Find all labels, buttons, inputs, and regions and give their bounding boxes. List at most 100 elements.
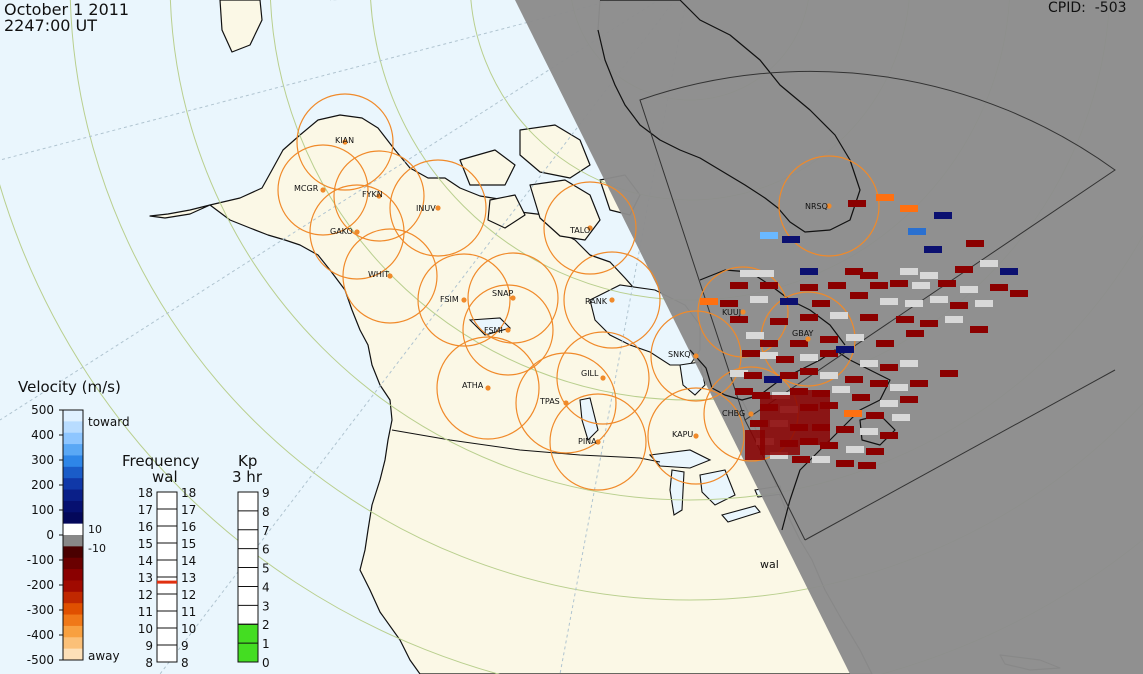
velocity-cell — [880, 364, 898, 371]
velocity-cell — [850, 292, 868, 299]
kp-tick-label: 7 — [262, 524, 270, 538]
velocity-cell — [920, 320, 938, 327]
station-marker-gbay — [805, 336, 811, 342]
time-label: 2247:00 UT — [4, 16, 98, 35]
velocity-cell — [820, 336, 838, 343]
station-label-kapu: KAPU — [672, 430, 693, 439]
frequency-left-label: 8 — [145, 656, 153, 670]
velocity-cell — [790, 340, 808, 347]
kp-title: Kp — [238, 452, 257, 470]
kp-scale: Kp 3 hr 9 8 7 6 5 4 3 2 1 0 — [232, 452, 270, 670]
lake-winnipeg — [579, 397, 599, 442]
velocity-cell — [938, 280, 956, 287]
velocity-cell — [896, 316, 914, 323]
velocity-cell — [700, 298, 718, 305]
velocity-cell — [845, 268, 863, 275]
station-label-chbg: CHBG — [722, 409, 745, 418]
velocity-cell — [900, 360, 918, 367]
velocity-cell — [744, 372, 762, 379]
fov-circle-rank — [563, 251, 661, 349]
station-markers: KIAN MCGR FYKN INUV GAKO WHIT FSIM SNAP FSMI RANK… — [294, 136, 832, 446]
velocity-tick-label: 300 — [31, 453, 54, 467]
station-label-tpas: TPAS — [539, 397, 560, 406]
fov-circle-snkq — [650, 310, 742, 402]
velocity-cell — [848, 200, 866, 207]
velocity-cell — [860, 314, 878, 321]
velocity-cell — [866, 412, 884, 419]
station-label-snap: SNAP — [492, 289, 514, 298]
velocity-cell — [880, 432, 898, 439]
velocity-cell — [820, 442, 838, 449]
velocity-cell — [890, 384, 908, 391]
station-label-talo: TALO — [569, 226, 590, 235]
velocity-away-label: away — [88, 649, 120, 663]
velocity-cell — [760, 340, 778, 347]
station-marker-kuuj — [740, 309, 746, 315]
station-label-fsmi: FSMI — [484, 326, 503, 335]
velocity-scale-title: Velocity (m/s) — [18, 378, 121, 396]
velocity-cell — [940, 370, 958, 377]
velocity-cell — [900, 268, 918, 275]
fov-circle-nrsq — [778, 155, 880, 257]
kp-tick-label: 3 — [262, 599, 270, 613]
velocity-color-segment — [63, 432, 83, 445]
great-lake-superior — [648, 449, 712, 469]
station-marker-fykn — [376, 193, 382, 199]
velocity-cell — [876, 340, 894, 347]
velocity-cell — [776, 356, 794, 363]
lat-circle-6 — [69, 0, 1143, 601]
station-label-gill: GILL — [581, 369, 599, 378]
lon-line-1 — [0, 0, 616, 161]
fov-circle-fsmi — [462, 284, 554, 376]
velocity-cell — [780, 298, 798, 305]
velocity-cell — [945, 316, 963, 323]
velocity-cell — [880, 298, 898, 305]
station-marker-gill — [600, 375, 606, 381]
velocity-cell — [846, 446, 864, 453]
lon-line-4 — [559, 0, 687, 674]
radar-label: wal — [760, 558, 779, 571]
radar-fov-outline — [639, 70, 1116, 421]
velocity-cell — [820, 350, 838, 357]
velocity-cell — [782, 236, 800, 243]
velocity-color-segment — [63, 512, 83, 525]
station-marker-snkq — [693, 353, 699, 359]
alaska-top — [219, 0, 263, 53]
velocity-cell — [770, 318, 788, 325]
velocity-color-segment — [63, 489, 83, 502]
velocity-threshold-neg: -10 — [88, 542, 106, 555]
station-label-gbay: GBAY — [792, 329, 814, 338]
velocity-color-segment — [63, 500, 83, 513]
velocity-cell — [730, 282, 748, 289]
fov-circle-gako — [309, 184, 405, 280]
velocity-cell — [800, 284, 818, 291]
velocity-cell — [740, 270, 758, 277]
velocity-cell — [800, 268, 818, 275]
velocity-tick-label: -100 — [27, 553, 54, 567]
velocity-cell — [1010, 290, 1028, 297]
velocity-tick-label: 400 — [31, 428, 54, 442]
fov-circle-gill — [556, 331, 650, 425]
station-marker-whit — [387, 273, 393, 279]
fov-circle-fsim — [417, 253, 511, 347]
velocity-cell — [860, 360, 878, 367]
station-fov-circles — [277, 93, 880, 491]
frequency-right-label: 9 — [181, 639, 189, 653]
station-label-kuuj: KUUJ — [722, 308, 741, 317]
velocity-cell — [905, 300, 923, 307]
station-marker-fsmi — [505, 327, 511, 333]
velocity-tick-label: -400 — [27, 628, 54, 642]
velocity-toward-label: toward — [88, 415, 130, 429]
lat-circle-4 — [270, 0, 1110, 401]
frequency-right-label: 13 — [181, 571, 196, 585]
velocity-cell — [900, 396, 918, 403]
kp-subtitle: 3 hr — [232, 468, 263, 486]
velocity-tick-label: 500 — [31, 403, 54, 417]
velocity-cell — [760, 352, 778, 359]
kp-tick-label: 9 — [262, 486, 270, 500]
velocity-color-segment — [63, 569, 83, 581]
velocity-cell — [812, 456, 830, 463]
arctic-island-5 — [487, 194, 526, 229]
velocity-cell — [790, 388, 808, 395]
fov-circle-inuv — [389, 159, 487, 257]
